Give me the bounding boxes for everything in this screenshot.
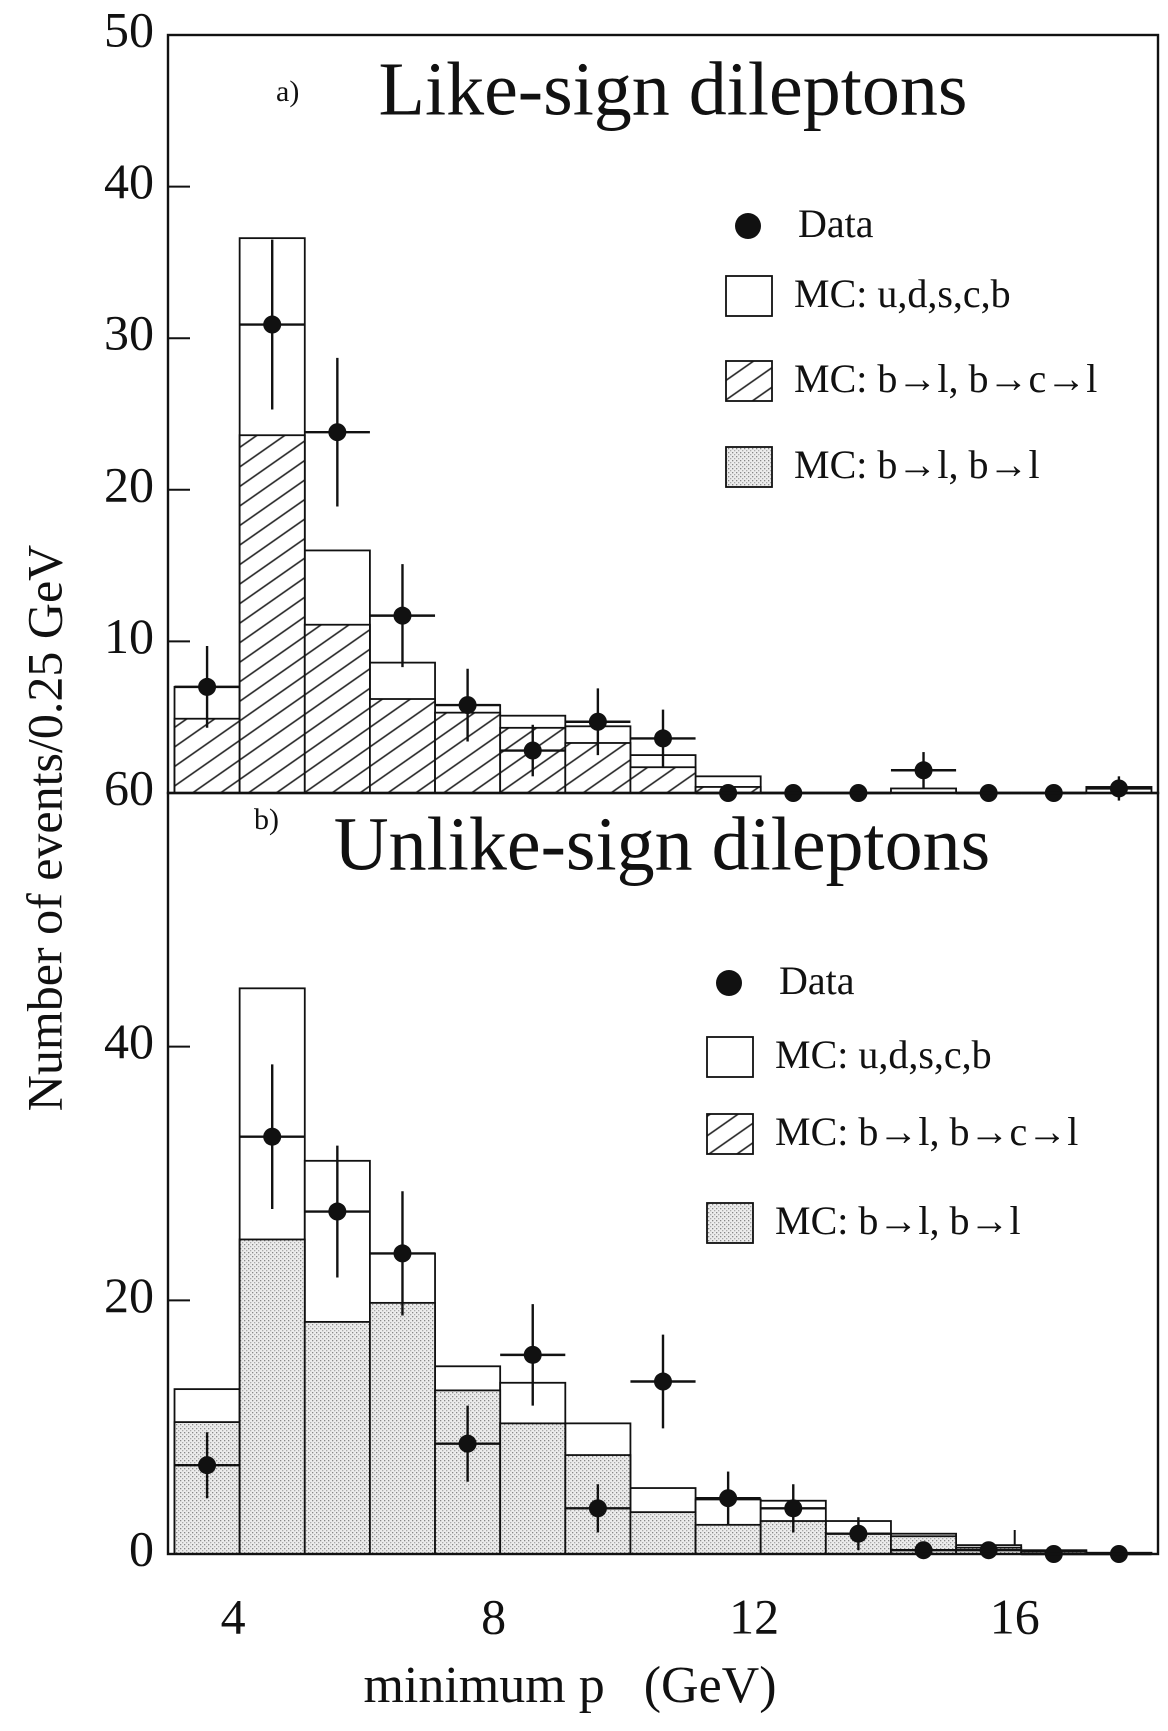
legend-swatch [725,360,773,402]
histogram-bar [629,1511,697,1555]
legend-swatch [706,1113,754,1155]
x-tick-label: 8 [481,1588,506,1644]
data-point [914,761,933,780]
panel-label: b) [254,803,279,836]
legend-swatch [725,446,773,488]
data-point [719,1489,738,1508]
x-axis-label: minimum p (GeV) [363,1657,776,1714]
data-point [1109,779,1128,798]
histogram-bar [173,717,241,794]
y-tick-label: 60 [104,759,154,815]
data-point [654,1372,672,1391]
data-point [979,1541,998,1560]
histogram-bar [238,1238,306,1555]
x-tick-label: 12 [729,1588,779,1644]
data-point [849,1524,868,1543]
legend-marker [735,213,761,239]
histogram-bar [238,434,306,794]
y-tick-label: 50 [104,1,154,57]
y-axis-label: Number of events/0.25 GeV [16,545,72,1112]
data-point [914,1541,933,1560]
y-tick-label: 40 [104,1013,154,1069]
legend-label: MC: b→l, b→c→l [794,356,1097,401]
data-point [654,729,672,748]
legend-swatch [725,275,773,317]
legend-swatch [706,1036,754,1078]
histogram-bar [303,1320,371,1555]
data-point [328,423,347,442]
data-point [523,1345,542,1364]
data-point [588,1499,607,1518]
data-point [263,315,282,334]
histogram-bar [629,766,697,794]
panel-label: a) [276,75,299,108]
histogram-bar [369,1301,436,1555]
histogram-bar [694,1523,762,1555]
legend-label: Data [779,958,855,1003]
x-tick-label: 16 [990,1588,1040,1644]
legend-label: MC: b→l, b→l [775,1198,1021,1243]
data-point [523,741,542,760]
y-tick-label: 20 [104,1267,154,1323]
data-point [263,1127,282,1146]
data-point [198,1456,217,1475]
legend-label: MC: b→l, b→c→l [775,1109,1078,1154]
y-tick-label: 20 [104,456,154,512]
histogram-bar [499,1422,567,1555]
legend-label: MC: u,d,s,c,b [775,1032,992,1077]
data-point [198,677,217,696]
legend-label: Data [798,201,874,246]
data-point [588,712,607,731]
y-tick-label: 0 [129,1520,154,1576]
histogram-bar [369,698,436,794]
y-tick-label: 40 [104,153,154,209]
chart-title: Unlike-sign dileptons [334,802,991,886]
data-point [784,1499,803,1518]
legend-marker [716,970,742,996]
y-tick-label: 30 [104,305,154,361]
histogram-bar [303,623,371,794]
data-point [393,1244,412,1263]
data-point [458,1434,477,1453]
legend-swatch [706,1202,754,1244]
legend-label: MC: u,d,s,c,b [794,271,1011,316]
chart-title: Like-sign dileptons [379,47,968,131]
x-tick-label: 4 [221,1588,246,1644]
y-tick-label: 10 [104,608,154,664]
data-point [393,606,412,625]
data-point [328,1202,347,1221]
plot-frame [166,791,1160,1556]
legend-label: MC: b→l, b→l [794,442,1040,487]
data-point [458,696,477,715]
